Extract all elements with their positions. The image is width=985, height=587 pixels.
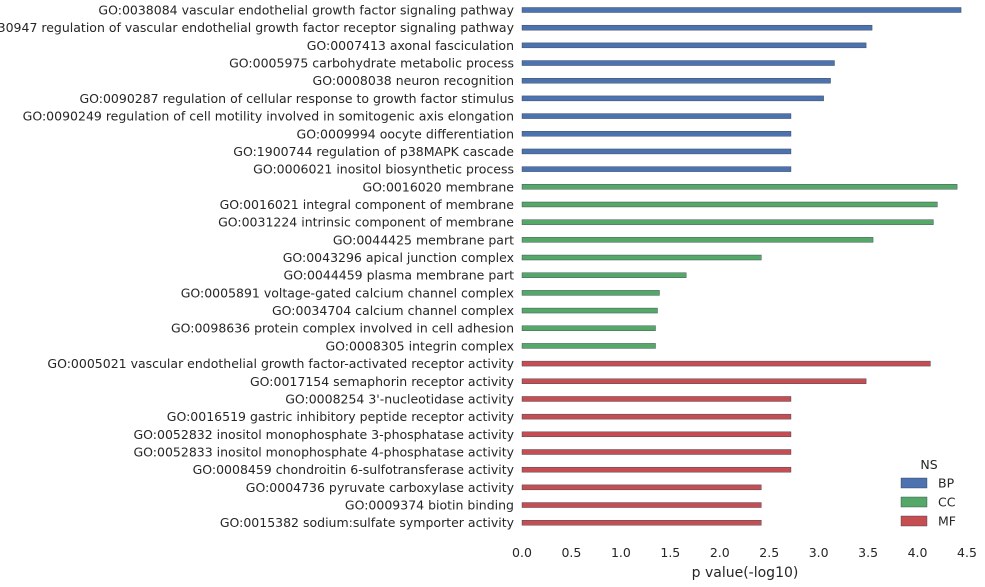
bar-bp — [521, 78, 831, 84]
category-label: GO:0090287 regulation of cellular respon… — [79, 91, 514, 106]
bar-cc — [521, 307, 658, 314]
legend: NS BP CC MF — [900, 457, 956, 529]
bar-bp — [521, 60, 835, 66]
bar-mf — [521, 396, 792, 402]
bar-bp — [521, 113, 792, 119]
category-label: GO:0098636 protein complex involved in c… — [171, 321, 514, 336]
category-label: GO:0004736 pyruvate carboxylase activity — [246, 480, 515, 495]
x-tick-label: 3.5 — [858, 545, 878, 560]
bar-mf — [521, 466, 792, 473]
x-tick-label: 3.0 — [809, 545, 829, 560]
x-tick-label: 0.5 — [561, 545, 581, 560]
x-tick-label: 2.0 — [710, 545, 730, 560]
category-label: GO:0017154 semaphorin receptor activity — [250, 374, 515, 389]
category-label: GO:0008459 chondroitin 6-sulfotransferas… — [193, 462, 515, 477]
bar-mf — [521, 413, 792, 420]
bar-cc — [521, 290, 660, 296]
category-label: GO:0005975 carbohydrate metabolic proces… — [229, 56, 514, 71]
x-axis-title: p value(-log10) — [692, 565, 799, 581]
x-tick-label: 2.5 — [759, 545, 779, 560]
category-label: GO:0043296 apical junction complex — [283, 250, 514, 265]
category-label: GO:0016020 membrane — [362, 179, 514, 194]
bar-mf — [521, 378, 867, 384]
bar-bp — [521, 95, 824, 102]
bar-group — [521, 7, 962, 526]
category-label: GO:1900744 regulation of p38MAPK cascade — [233, 144, 514, 159]
bar-mf — [521, 431, 792, 438]
bar-mf — [521, 449, 792, 455]
bar-mf — [521, 360, 931, 367]
legend-swatch-bp — [900, 477, 928, 489]
category-label: GO:0052832 inositol monophosphate 3-phos… — [134, 427, 515, 442]
legend-title: NS — [920, 457, 937, 472]
category-label: GO:0008038 neuron recognition — [313, 73, 514, 88]
category-label: GO:0005021 vascular endothelial growth f… — [47, 356, 514, 371]
bar-mf — [521, 484, 762, 491]
category-labels: GO:0038084 vascular endothelial growth f… — [0, 3, 515, 531]
bar-mf — [521, 520, 762, 526]
bar-bp — [521, 42, 867, 49]
bar-bp — [521, 24, 873, 31]
bar-bp — [521, 148, 792, 155]
category-label: GO:0031224 intrinsic component of membra… — [218, 215, 514, 230]
x-tick-label: 1.0 — [611, 545, 631, 560]
category-label: GO:0016519 gastric inhibitory peptide re… — [167, 409, 515, 424]
legend-label-bp: BP — [938, 476, 955, 491]
x-tick-label: 0.0 — [512, 545, 532, 560]
bar-bp — [521, 166, 792, 172]
category-label: GO:0009374 biotin binding — [345, 498, 514, 513]
x-tick-label: 1.5 — [660, 545, 680, 560]
bar-cc — [521, 201, 938, 208]
category-label: GO:0015382 sodium:sulfate symporter acti… — [220, 515, 515, 530]
bar-cc — [521, 219, 934, 225]
bar-bp — [521, 131, 792, 137]
category-label: GO:0005891 voltage-gated calcium channel… — [181, 285, 514, 300]
category-label: GO:0006021 inositol biosynthetic process — [253, 162, 514, 177]
legend-label-cc: CC — [938, 495, 956, 510]
category-label: GO:0052833 inositol monophosphate 4-phos… — [134, 445, 515, 460]
bar-cc — [521, 343, 656, 349]
bar-cc — [521, 325, 656, 331]
legend-swatch-mf — [900, 515, 928, 527]
category-label: GO:0030947 regulation of vascular endoth… — [0, 20, 515, 35]
category-label: GO:0044459 plasma membrane part — [283, 268, 514, 283]
bar-mf — [521, 502, 762, 508]
bar-cc — [521, 237, 874, 243]
x-tick-label: 4.0 — [908, 545, 928, 560]
legend-label-mf: MF — [938, 514, 956, 529]
category-label: GO:0090249 regulation of cell motility i… — [23, 109, 514, 124]
category-label: GO:0016021 integral component of membran… — [220, 197, 515, 212]
category-label: GO:0044425 membrane part — [333, 232, 514, 247]
bar-cc — [521, 254, 762, 261]
category-label: GO:0008305 integrin complex — [325, 338, 514, 353]
legend-swatch-cc — [900, 496, 928, 508]
category-label: GO:0009994 oocyte differentiation — [297, 126, 514, 141]
bar-cc — [521, 272, 687, 278]
x-tick-label: 4.5 — [957, 545, 977, 560]
category-label: GO:0007413 axonal fasciculation — [307, 38, 514, 53]
category-label: GO:0008254 3'-nucleotidase activity — [285, 391, 514, 406]
bar-cc — [521, 184, 958, 190]
category-label: GO:0034704 calcium channel complex — [272, 303, 514, 318]
bar-bp — [521, 7, 962, 13]
x-axis-ticks: 0.0 0.5 1.0 1.5 2.0 2.5 3.0 3.5 4.0 4.5 — [512, 545, 977, 560]
category-label: GO:0038084 vascular endothelial growth f… — [98, 3, 514, 18]
